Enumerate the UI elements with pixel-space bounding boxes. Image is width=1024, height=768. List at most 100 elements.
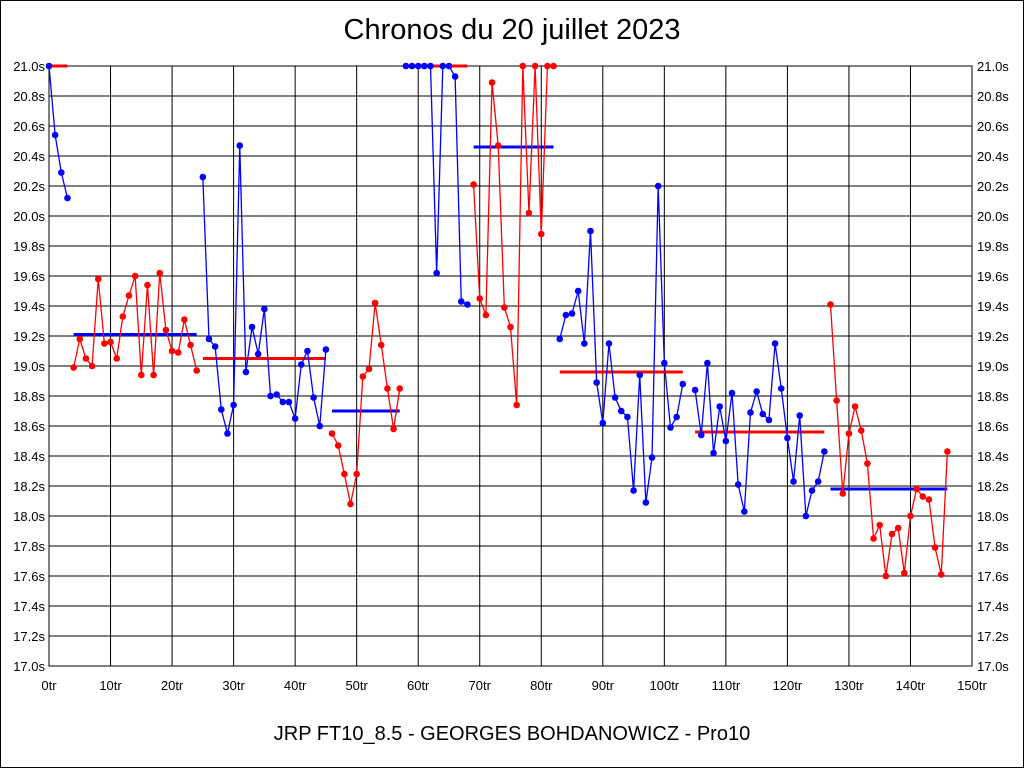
data-point: [821, 448, 828, 455]
data-point: [70, 364, 77, 371]
x-tick-label: 60tr: [407, 678, 430, 693]
data-point: [101, 340, 108, 347]
data-point: [261, 305, 268, 313]
data-point: [291, 415, 299, 422]
data-point: [334, 442, 342, 449]
data-point: [784, 434, 791, 442]
data-point: [525, 209, 533, 217]
data-point: [156, 269, 164, 277]
y-tick-label-left: 19.2s: [13, 329, 45, 344]
y-tick-label-left: 19.4s: [13, 299, 45, 314]
data-point: [297, 361, 305, 368]
data-point: [341, 470, 348, 478]
y-tick-label-right: 20.4s: [977, 149, 1009, 164]
y-tick-label-right: 19.8s: [977, 239, 1009, 254]
data-point: [519, 62, 527, 70]
data-point: [741, 508, 748, 515]
data-point: [107, 338, 114, 346]
data-point: [64, 194, 71, 202]
data-point: [371, 299, 379, 307]
data-point: [377, 341, 385, 349]
data-point: [771, 340, 779, 347]
data-point: [199, 173, 207, 181]
y-tick-label-right: 20.8s: [977, 89, 1009, 104]
y-tick-label-left: 18.8s: [13, 389, 45, 404]
data-point: [568, 310, 576, 317]
data-point: [814, 478, 822, 485]
data-point: [925, 496, 933, 503]
data-point: [457, 298, 465, 305]
data-point: [51, 131, 59, 139]
chart-title: Chronos du 20 juillet 2023: [343, 14, 681, 46]
y-tick-label-right: 17.0s: [977, 659, 1009, 674]
y-tick-label-left: 21.0s: [13, 59, 45, 74]
data-point: [476, 295, 484, 302]
x-tick-label: 120tr: [773, 678, 803, 693]
y-tick-label-left: 20.8s: [13, 89, 45, 104]
data-point: [310, 394, 317, 401]
x-tick-label: 100tr: [650, 678, 680, 693]
data-point: [217, 406, 225, 413]
data-point: [316, 422, 324, 430]
data-point: [704, 359, 711, 367]
data-point: [581, 340, 588, 347]
data-point: [384, 385, 391, 392]
data-point: [273, 391, 280, 398]
y-tick-label-left: 17.6s: [13, 569, 45, 584]
data-point: [827, 301, 834, 308]
data-point: [611, 394, 619, 401]
y-tick-label-right: 21.0s: [977, 59, 1009, 74]
data-point: [94, 275, 102, 283]
data-point: [174, 349, 182, 356]
data-point: [556, 335, 564, 343]
data-point: [888, 530, 896, 538]
data-point: [322, 346, 330, 353]
y-tick-label-right: 17.4s: [977, 599, 1009, 614]
data-point: [759, 410, 767, 418]
data-point: [365, 365, 373, 373]
y-tick-label-right: 17.2s: [977, 629, 1009, 644]
data-point: [913, 485, 920, 493]
data-point: [593, 379, 600, 386]
y-tick-label-left: 17.0s: [13, 659, 45, 674]
data-point: [808, 487, 816, 494]
data-point: [138, 371, 145, 379]
series-line: [72, 272, 198, 376]
y-tick-label-left: 18.2s: [13, 479, 45, 494]
data-point: [937, 571, 945, 578]
y-tick-label-left: 17.4s: [13, 599, 45, 614]
data-point: [451, 73, 459, 80]
y-tick-label-left: 18.0s: [13, 509, 45, 524]
data-point: [722, 437, 730, 445]
data-point: [470, 181, 477, 188]
x-tick-label: 130tr: [834, 678, 864, 693]
y-tick-label-right: 18.0s: [977, 509, 1009, 524]
data-point: [544, 62, 551, 70]
data-point: [439, 62, 447, 70]
data-point: [882, 572, 890, 580]
data-point: [790, 478, 797, 485]
data-point: [193, 367, 200, 374]
data-point: [636, 371, 644, 379]
x-tick-label: 20tr: [161, 678, 184, 693]
y-tick-label-left: 20.6s: [13, 119, 45, 134]
y-tick-label-right: 17.6s: [977, 569, 1009, 584]
y-tick-label-right: 17.8s: [977, 539, 1009, 554]
x-tick-label: 80tr: [530, 678, 553, 693]
y-tick-label-left: 19.0s: [13, 359, 45, 374]
y-tick-label-right: 18.6s: [977, 419, 1009, 434]
series-line: [694, 343, 825, 517]
data-point: [328, 430, 336, 437]
data-point: [919, 493, 927, 500]
data-point: [605, 340, 613, 347]
y-tick-label-right: 20.6s: [977, 119, 1009, 134]
y-tick-label-right: 19.2s: [977, 329, 1009, 344]
data-point: [248, 323, 256, 331]
data-point: [747, 409, 754, 416]
y-tick-label-left: 20.0s: [13, 209, 45, 224]
data-point: [211, 343, 219, 350]
data-point: [131, 272, 139, 280]
data-point: [230, 401, 237, 409]
data-point: [402, 62, 410, 70]
x-tick-label: 50tr: [345, 678, 368, 693]
